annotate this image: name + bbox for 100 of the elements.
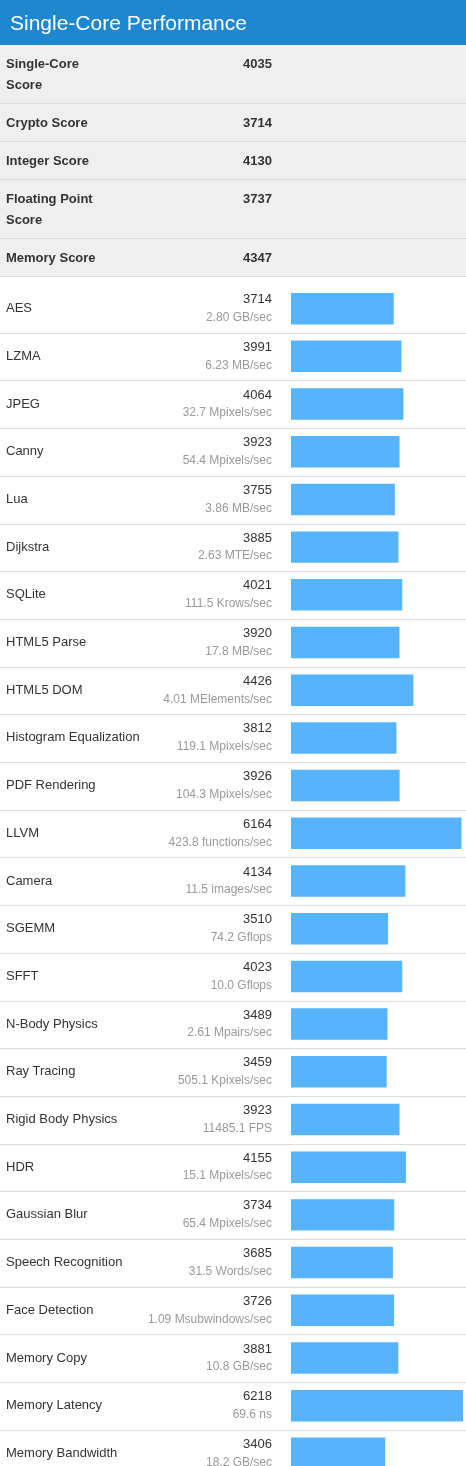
y-tick-label: Gaussian Blur xyxy=(6,1206,89,1222)
data-label: 3991 xyxy=(243,338,272,354)
text: Floating Point Score xyxy=(6,190,94,229)
data-label: 4021 xyxy=(243,577,272,593)
text: 104.3 Mpixels/sec xyxy=(175,786,272,801)
bar xyxy=(291,1199,395,1231)
y-tick-label: Rigid Body Physics xyxy=(6,1111,118,1127)
y-tick-label: JPEG xyxy=(6,395,40,411)
y-tick-label: SFFT xyxy=(6,967,39,983)
bar xyxy=(291,388,404,420)
text: Crypto Score xyxy=(6,114,89,132)
bar xyxy=(291,436,400,468)
text: 4.01 MElements/sec xyxy=(163,691,272,706)
bar xyxy=(291,1294,395,1326)
y-tick-label: Canny xyxy=(6,443,45,459)
text: Integer Score xyxy=(6,152,91,170)
text: 18.2 GB/sec xyxy=(205,1454,272,1466)
text: 54.4 Mpixels/sec xyxy=(182,453,272,468)
y-tick-label: SQLite xyxy=(6,586,46,602)
bar xyxy=(291,769,400,802)
text: 2.80 GB/sec xyxy=(205,309,272,324)
bar xyxy=(291,531,399,563)
data-label: 3926 xyxy=(243,768,272,784)
text: 4130 xyxy=(242,152,272,170)
data-label: 3812 xyxy=(243,720,272,736)
text: 11.5 images/sec xyxy=(185,882,272,897)
bar xyxy=(291,722,397,754)
text: 2.61 Mpairs/sec xyxy=(187,1025,272,1040)
bar xyxy=(291,1151,406,1183)
data-label: 3714 xyxy=(243,291,272,307)
y-tick-label: PDF Rendering xyxy=(6,777,96,793)
y-tick-label: Dijkstra xyxy=(6,538,51,554)
bar xyxy=(291,1342,399,1374)
data-label: 3406 xyxy=(243,1435,272,1451)
data-label: 3885 xyxy=(243,529,272,545)
data-label: 6164 xyxy=(243,815,272,831)
text: 2.63 MTE/sec xyxy=(197,548,272,563)
text: 32.7 Mpixels/sec xyxy=(182,405,272,420)
y-tick-label: HTML5 DOM xyxy=(6,681,83,697)
data-label: 4426 xyxy=(243,672,272,688)
text: 69.6 ns xyxy=(232,1406,272,1421)
data-label: 4064 xyxy=(243,386,272,402)
y-tick-label: Ray Tracing xyxy=(6,1063,76,1079)
bar xyxy=(291,1056,387,1088)
y-tick-label: LZMA xyxy=(6,347,41,363)
y-tick-label: AES xyxy=(6,300,33,316)
bar xyxy=(291,626,400,659)
y-tick-label: Camera xyxy=(6,872,54,888)
text: 6.23 MB/sec xyxy=(205,357,272,372)
data-label: 3734 xyxy=(243,1197,272,1213)
y-tick-label: Memory Bandwidth xyxy=(6,1444,118,1460)
text: 11485.1 FPS xyxy=(202,1120,272,1135)
text: 505.1 Kpixels/sec xyxy=(177,1073,272,1088)
text: Memory Score xyxy=(6,249,97,267)
data-label: 3726 xyxy=(243,1292,272,1308)
data-label: 3510 xyxy=(243,911,272,927)
text: 31.5 Words/sec xyxy=(188,1263,272,1278)
text: 3737 xyxy=(242,190,272,208)
text: 74.2 Gflops xyxy=(210,930,272,945)
chart-title: Single-Core Performance xyxy=(0,0,466,45)
bar xyxy=(291,960,403,993)
text: Single-Core Score xyxy=(6,55,80,94)
y-tick-label: Memory Copy xyxy=(6,1349,88,1365)
data-label: 3923 xyxy=(243,1102,272,1118)
data-label: 3685 xyxy=(243,1245,272,1261)
text: 3714 xyxy=(242,114,272,132)
text: 3.86 MB/sec xyxy=(205,500,272,515)
data-label: 6218 xyxy=(243,1388,272,1404)
text: 15.1 Mpixels/sec xyxy=(182,1168,272,1183)
data-label: 4023 xyxy=(243,958,272,974)
bar xyxy=(291,817,462,850)
bar xyxy=(291,912,389,945)
y-tick-label: N-Body Physics xyxy=(6,1015,99,1031)
bar xyxy=(291,1008,388,1040)
y-tick-label: HTML5 Parse xyxy=(6,634,87,650)
bar xyxy=(291,865,406,897)
bar xyxy=(291,579,403,611)
data-label: 3920 xyxy=(243,625,272,641)
text: 423.8 functions/sec xyxy=(168,834,272,849)
data-label: 3755 xyxy=(243,482,272,498)
bar xyxy=(291,483,395,516)
text: 1.09 Msubwindows/sec xyxy=(147,1311,272,1326)
data-label: 4134 xyxy=(243,863,272,879)
text: 65.4 Mpixels/sec xyxy=(182,1216,272,1231)
text: 10.8 GB/sec xyxy=(205,1359,272,1374)
data-label: 3923 xyxy=(243,434,272,450)
data-label: 3459 xyxy=(243,1054,272,1070)
bar xyxy=(291,340,402,373)
y-tick-label: Face Detection xyxy=(6,1301,94,1317)
text: 119.1 Mpixels/sec xyxy=(176,739,272,754)
bar xyxy=(291,674,414,706)
text: 4347 xyxy=(242,249,272,267)
bar xyxy=(291,1389,463,1422)
y-tick-label: Lua xyxy=(6,491,29,507)
text: 111.5 Krows/sec xyxy=(185,596,272,611)
text: 17.8 MB/sec xyxy=(205,643,272,658)
y-tick-label: Speech Recognition xyxy=(6,1254,123,1270)
y-tick-label: HDR xyxy=(6,1158,35,1174)
y-tick-label: SGEMM xyxy=(6,920,56,936)
bar xyxy=(291,1103,400,1136)
